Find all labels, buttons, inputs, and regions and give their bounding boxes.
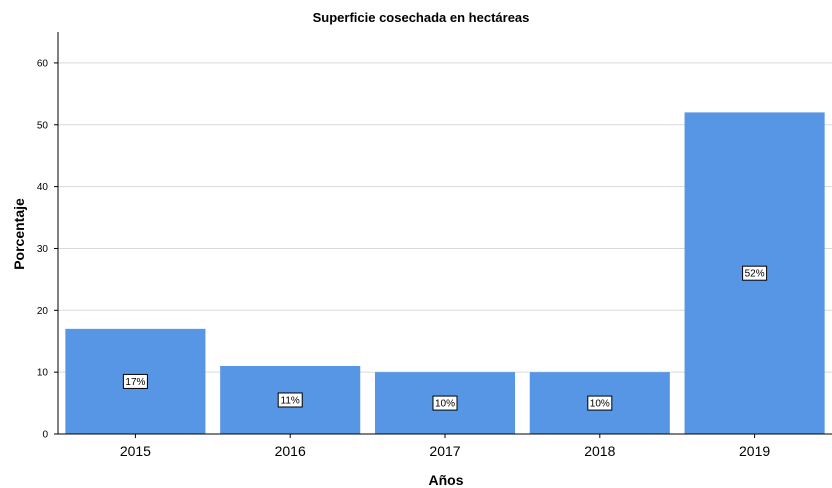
data-label-2015: 17% bbox=[125, 377, 145, 388]
data-label-2019: 52% bbox=[745, 269, 765, 280]
y-tick-label: 40 bbox=[37, 182, 49, 193]
data-label-2016: 11% bbox=[281, 395, 300, 406]
bars-group bbox=[65, 112, 825, 435]
x-tick-label-2017: 2017 bbox=[429, 443, 460, 459]
chart-title: Superficie cosechada en hectáreas bbox=[313, 10, 530, 25]
y-tick-label: 0 bbox=[42, 430, 48, 441]
y-axis-label: Porcentaje bbox=[11, 198, 27, 270]
y-tick-label: 10 bbox=[37, 368, 49, 379]
data-label-box bbox=[432, 395, 458, 411]
y-axis-ticks: 0 10 20 30 40 50 60 bbox=[37, 58, 58, 441]
data-label-2018: 10% bbox=[590, 399, 610, 410]
data-label-box bbox=[587, 395, 613, 411]
y-tick-label: 20 bbox=[37, 306, 49, 317]
x-axis-ticks: 2015 2016 2017 2018 2019 bbox=[120, 434, 770, 459]
x-tick-label-2018: 2018 bbox=[584, 443, 615, 459]
x-tick-label-2015: 2015 bbox=[120, 443, 151, 459]
data-label-box bbox=[122, 373, 148, 389]
data-label-2017: 10% bbox=[435, 399, 455, 410]
y-tick-label: 50 bbox=[37, 120, 49, 131]
y-tick-label: 60 bbox=[37, 58, 49, 69]
y-tick-label: 30 bbox=[37, 244, 49, 255]
data-label-box bbox=[742, 265, 768, 281]
x-tick-label-2016: 2016 bbox=[275, 443, 306, 459]
data-label-box bbox=[277, 392, 303, 408]
x-axis-label: Años bbox=[429, 472, 464, 488]
data-labels-group: 17% 11% 10% 10% 52% bbox=[122, 265, 768, 411]
x-tick-label-2019: 2019 bbox=[739, 443, 770, 459]
